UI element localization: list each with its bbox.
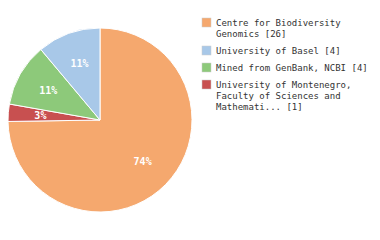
legend-label: Mined from GenBank, NCBI [4] — [216, 63, 368, 73]
legend: Centre for BiodiversityGenomics [26] Univ… — [202, 18, 368, 112]
data-label: 11% — [39, 85, 57, 96]
legend-swatch — [202, 63, 211, 72]
data-labels: 74% 3% 11% 11% — [34, 58, 151, 167]
chart: 74% 3% 11% 11% Centre for BiodiversityGenomi… — [0, 0, 380, 240]
legend-item: University of Basel [4] — [202, 46, 341, 56]
pie — [8, 28, 192, 212]
legend-label: University of Basel [4] — [216, 46, 341, 56]
data-label: 11% — [71, 58, 89, 69]
pie-slice — [41, 28, 100, 120]
data-label: 3% — [34, 110, 46, 121]
legend-swatch — [202, 18, 211, 27]
legend-label: Centre for BiodiversityGenomics [26] — [216, 18, 341, 39]
legend-label: University of Montenegro,Faculty of Scie… — [216, 80, 351, 112]
legend-item: University of Montenegro,Faculty of Scie… — [202, 80, 351, 112]
data-label: 74% — [134, 156, 152, 167]
legend-item: Mined from GenBank, NCBI [4] — [202, 63, 368, 73]
legend-swatch — [202, 46, 211, 55]
legend-swatch — [202, 80, 211, 89]
legend-item: Centre for BiodiversityGenomics [26] — [202, 18, 341, 39]
pie-slice — [8, 28, 192, 212]
